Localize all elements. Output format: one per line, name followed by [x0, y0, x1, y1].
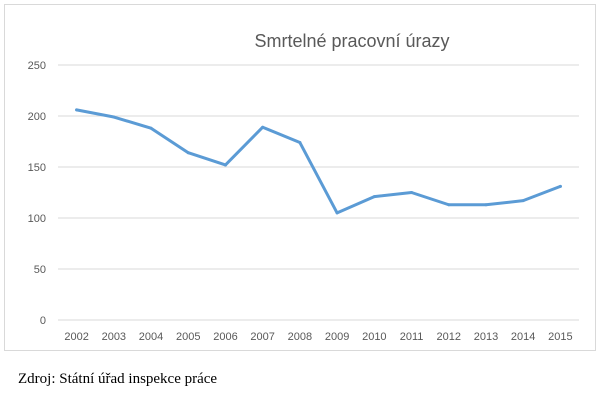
- x-tick-label: 2003: [102, 331, 126, 343]
- data-point: [335, 211, 339, 215]
- data-point: [75, 108, 79, 112]
- x-tick-label: 2014: [511, 331, 535, 343]
- y-tick-label: 0: [40, 315, 46, 327]
- x-tick-label: 2011: [400, 331, 424, 343]
- source-note: Zdroj: Státní úřad inspekce práce: [18, 371, 218, 387]
- y-tick-label: 200: [28, 111, 46, 123]
- x-tick-label: 2009: [325, 331, 349, 343]
- data-point: [298, 141, 302, 145]
- data-point: [223, 163, 227, 167]
- series-group: [75, 108, 562, 215]
- data-point: [372, 195, 376, 199]
- data-point: [186, 151, 190, 155]
- y-tick-label: 50: [34, 264, 46, 276]
- chart-title: Smrtelné pracovní úrazy: [254, 31, 449, 51]
- y-tick-label: 150: [28, 162, 46, 174]
- chart-frame: [4, 4, 596, 351]
- x-tick-label: 2005: [176, 331, 200, 343]
- x-tick-label: 2002: [64, 331, 88, 343]
- data-point: [261, 125, 265, 129]
- data-point: [521, 199, 525, 203]
- x-tick-label: 2006: [213, 331, 237, 343]
- x-tick-label: 2013: [474, 331, 498, 343]
- x-axis-ticks: 2002 2003 2004 2005 2006 2007 2008 2009 2010 2011…: [64, 331, 572, 343]
- data-point: [112, 115, 116, 119]
- data-point: [149, 126, 153, 130]
- x-tick-label: 2010: [362, 331, 386, 343]
- data-point: [447, 203, 451, 207]
- data-point: [558, 184, 562, 188]
- series-line: [75, 108, 562, 215]
- x-tick-label: 2004: [139, 331, 163, 343]
- x-tick-label: 2007: [250, 331, 274, 343]
- x-tick-label: 2008: [288, 331, 312, 343]
- y-axis-ticks: 0 50 100 150 200 250: [28, 60, 46, 327]
- data-point: [484, 203, 488, 207]
- y-tick-label: 250: [28, 60, 46, 72]
- x-tick-label: 2015: [548, 331, 572, 343]
- y-tick-label: 100: [28, 213, 46, 225]
- data-point: [410, 191, 414, 194]
- grid-lines: [58, 64, 579, 321]
- line-chart: Smrtelné pracovní úrazy 050100150200250 …: [28, 31, 579, 343]
- x-tick-label: 2012: [437, 331, 461, 343]
